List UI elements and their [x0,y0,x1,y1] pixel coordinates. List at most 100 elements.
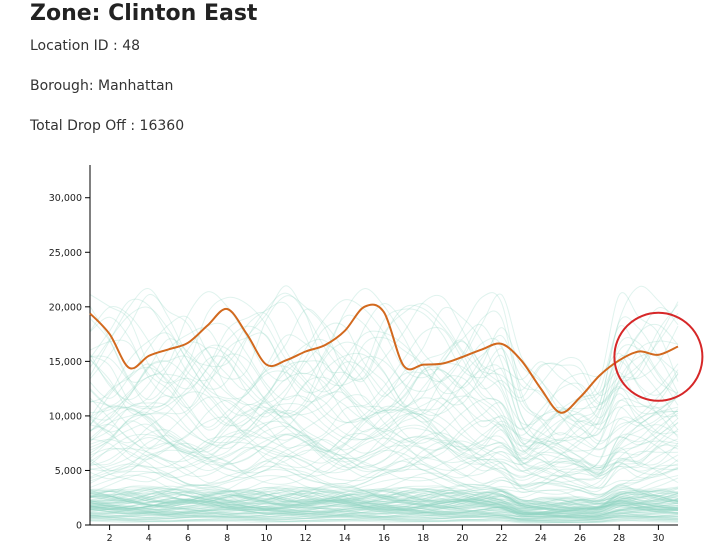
background-zone-line [89,492,679,511]
x-tick-label: 26 [574,533,586,544]
background-zone-line [89,446,679,493]
background-zone-line [89,488,679,510]
background-zone-line [89,498,679,515]
background-zone-line [89,508,679,519]
background-zone-line [89,408,679,469]
y-tick-label: 30,000 [49,193,82,204]
background-zone-line [89,515,679,522]
background-zone-line [89,490,679,510]
background-zone-line [89,487,679,507]
background-zone-line [89,492,679,513]
background-zone-line [89,519,679,524]
background-zone-line [89,506,679,518]
y-axis: 0 5,000 10,000 15,000 20,000 25,000 30,000 [49,165,91,532]
background-zone-line [89,495,679,513]
background-zone-line [89,467,679,496]
background-zone-line [89,494,679,512]
background-zone-line [89,500,679,516]
background-zone-line [89,499,679,515]
background-zone-line [89,488,679,510]
background-zone-line [89,490,679,511]
background-zone-line [89,491,679,511]
background-zone-line [89,518,679,523]
background-zone-line [89,488,679,510]
background-zone-line [89,366,679,452]
background-zone-line [89,397,679,459]
background-zone-line [89,501,679,516]
background-zone-line [89,322,679,440]
background-zone-line [89,515,679,522]
background-zone-line [89,499,679,515]
background-zone-line [89,485,679,507]
background-zone-line [89,310,679,436]
background-zone-line [89,506,679,518]
background-zone-line [89,460,679,495]
background-zone-line [89,518,679,524]
background-zone-lines [89,285,679,524]
background-zone-line [89,363,679,445]
x-tick-label: 20 [456,533,468,544]
background-zone-line [89,409,679,466]
background-zone-line [89,489,679,511]
background-zone-line [89,498,679,515]
background-zone-line [89,483,679,508]
background-zone-line [89,402,679,473]
background-zone-line [89,502,679,516]
background-zone-line [89,512,679,521]
background-zone-line [89,507,679,518]
x-tick-label: 16 [378,533,390,544]
x-tick-label: 10 [260,533,272,544]
background-zone-line [89,497,679,514]
highlight-zone-line[interactable] [89,303,679,414]
background-zone-line [89,511,679,521]
background-zone-line [89,508,679,518]
background-zone-line [89,491,679,511]
background-zone-line [89,483,679,509]
background-zone-line [89,492,679,512]
background-zone-line [89,294,679,402]
background-zone-line [89,499,679,515]
background-zone-line [89,512,679,520]
background-zone-line [89,375,679,464]
background-zone-line [89,517,679,523]
background-zone-line [89,303,679,427]
background-zone-line [89,510,679,520]
background-zone-line [89,457,679,495]
background-zone-line [89,354,679,454]
x-tick-label: 18 [417,533,429,544]
background-zone-line [89,493,679,513]
background-zone-line [89,486,679,509]
background-zone-line [89,487,679,509]
background-zone-line [89,395,679,462]
background-zone-line [89,363,679,442]
background-zone-line [89,510,679,520]
background-zone-line [89,492,679,511]
background-zone-line [89,515,679,522]
x-tick-label: 30 [652,533,664,544]
background-zone-line [89,501,679,515]
annotation-circle [613,311,704,402]
background-zone-line [89,399,679,473]
y-tick-label: 5,000 [55,466,82,477]
background-zone-line [89,447,679,494]
x-tick-label: 14 [339,533,351,544]
background-zone-line [89,494,679,512]
background-zone-line [89,505,679,517]
x-tick-label: 8 [224,533,230,544]
background-zone-line [89,420,679,475]
y-tick-label: 0 [76,521,82,532]
background-zone-line [89,489,679,511]
background-zone-line [89,500,679,516]
background-zone-line [89,516,679,522]
background-zone-line [89,405,679,475]
background-zone-line [89,474,679,503]
background-zone-line [89,337,679,445]
background-zone-line [89,519,679,524]
background-zone-line [89,291,679,421]
background-zone-line [89,510,679,520]
background-zone-line [89,438,679,491]
background-zone-line [89,332,679,437]
background-zone-line [89,505,679,518]
background-zone-line [89,471,679,499]
